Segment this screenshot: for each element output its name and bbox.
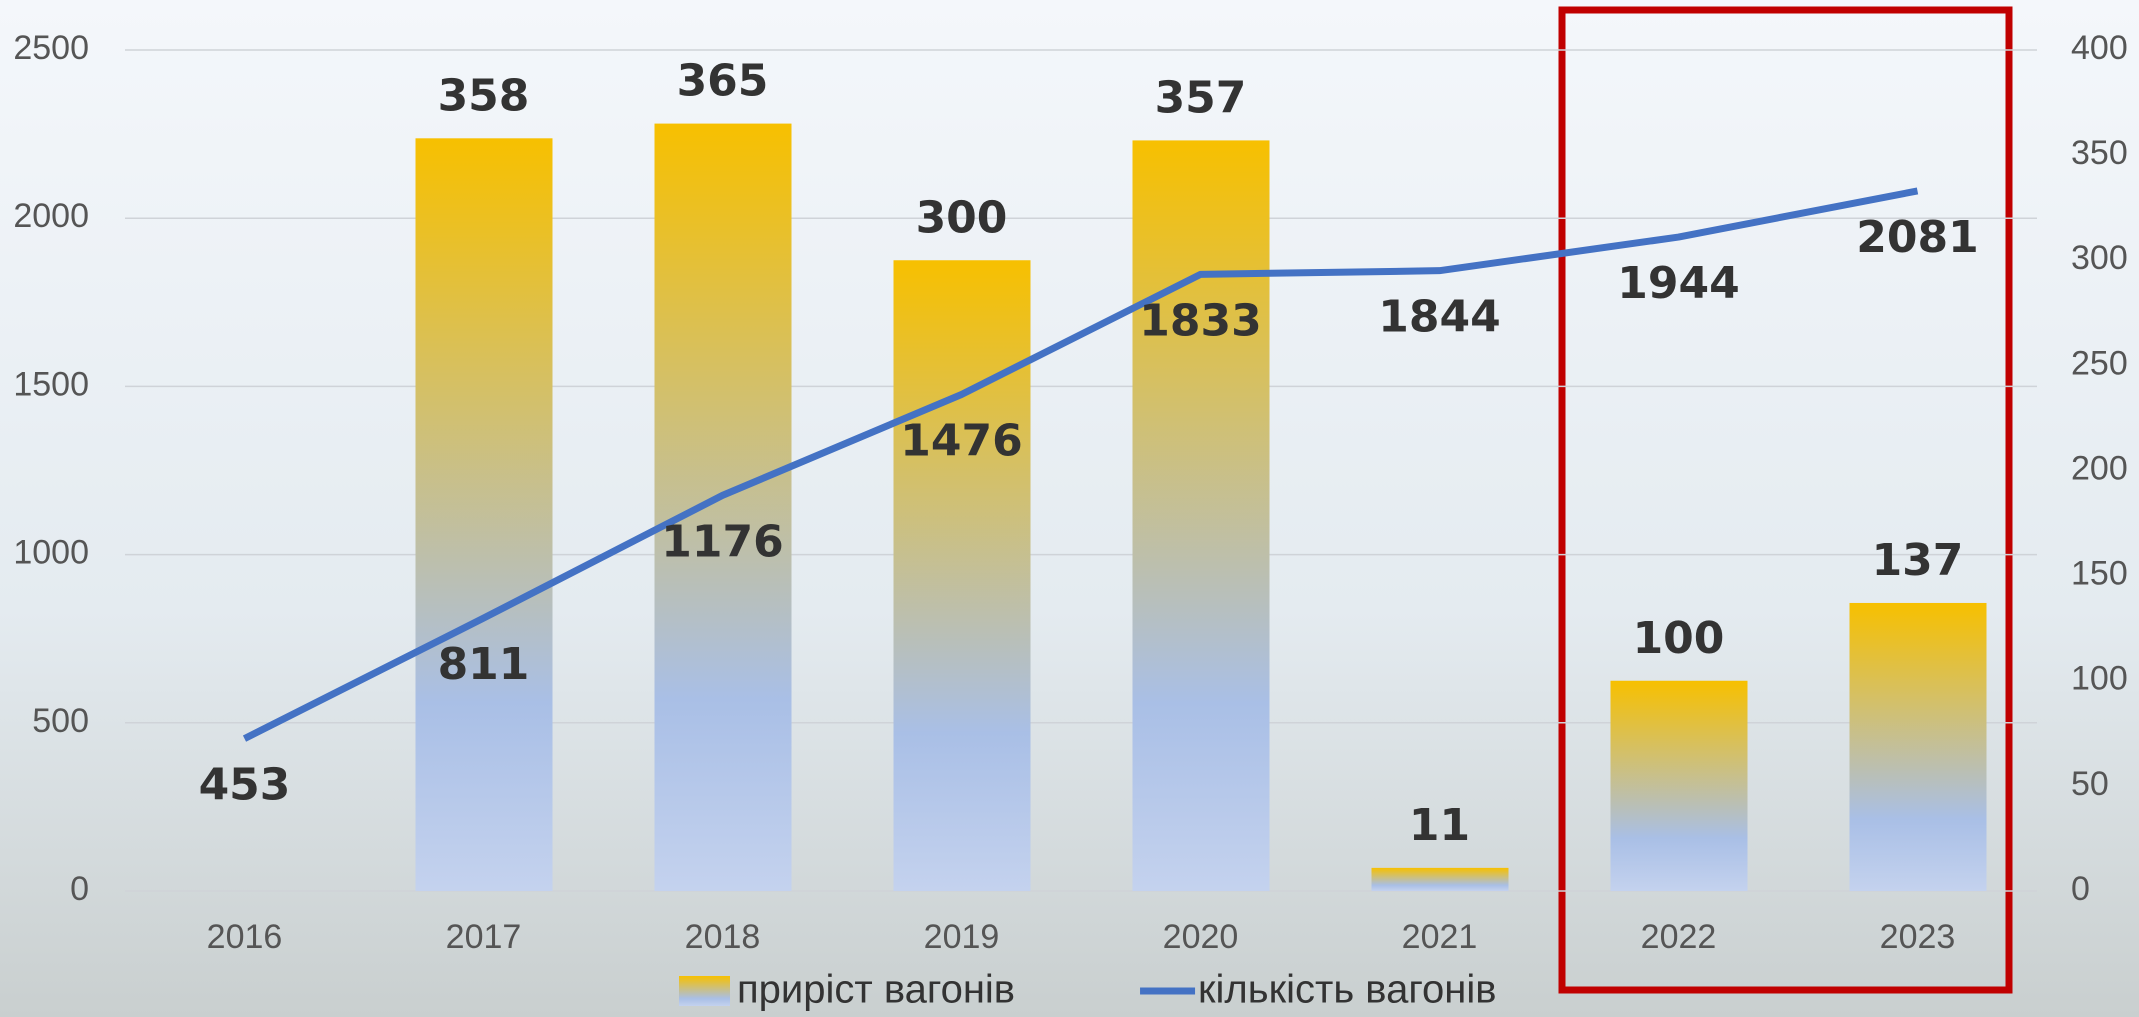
y2-tick-label: 150 <box>2071 555 2128 593</box>
bar <box>1372 868 1509 891</box>
line-value-label: 811 <box>438 639 530 690</box>
y2-tick-label: 350 <box>2071 134 2128 172</box>
y2-tick-label: 300 <box>2071 239 2128 277</box>
x-tick-label: 2021 <box>1402 918 1478 956</box>
bar-value-label: 137 <box>1872 535 1964 586</box>
bar-value-label: 11 <box>1409 800 1470 851</box>
bar-value-label: 365 <box>677 56 769 107</box>
background <box>0 0 2139 1017</box>
x-tick-label: 2022 <box>1641 918 1717 956</box>
x-tick-label: 2023 <box>1880 918 1956 956</box>
y-tick-label: 1000 <box>13 534 89 572</box>
line-value-label: 1176 <box>661 516 783 567</box>
y2-tick-label: 250 <box>2071 344 2128 382</box>
bar <box>416 138 553 891</box>
y-tick-label: 2000 <box>13 197 89 235</box>
line-value-label: 1844 <box>1378 292 1500 343</box>
legend-label: кількість вагонів <box>1198 968 1496 1012</box>
y-tick-label: 1500 <box>13 365 89 403</box>
y2-tick-label: 0 <box>2071 870 2090 908</box>
x-tick-label: 2020 <box>1163 918 1239 956</box>
bar <box>894 260 1031 891</box>
line-value-label: 1833 <box>1139 295 1261 346</box>
legend-swatch <box>679 976 730 1006</box>
bar-value-label: 300 <box>916 192 1008 243</box>
y-tick-label: 2500 <box>13 29 89 67</box>
bar-value-label: 100 <box>1633 613 1725 664</box>
x-tick-label: 2019 <box>924 918 1000 956</box>
bar <box>1133 140 1270 891</box>
line-value-label: 1944 <box>1617 258 1739 309</box>
x-tick-label: 2018 <box>685 918 761 956</box>
bar-value-label: 357 <box>1155 72 1247 123</box>
y2-tick-label: 400 <box>2071 29 2128 67</box>
bar <box>1850 603 1987 891</box>
bar <box>1611 681 1748 891</box>
x-tick-label: 2017 <box>446 918 522 956</box>
y2-tick-label: 200 <box>2071 449 2128 487</box>
y-tick-label: 500 <box>32 702 89 740</box>
bar <box>655 124 792 891</box>
y2-tick-label: 100 <box>2071 660 2128 698</box>
x-tick-label: 2016 <box>207 918 283 956</box>
chart: 0 500 1000 1500 2000 2500 0 50 100 150 200 250 300 35… <box>0 0 2139 1017</box>
y2-tick-label: 50 <box>2071 765 2109 803</box>
legend-label: приріст вагонів <box>737 968 1015 1012</box>
line-value-label: 1476 <box>900 415 1022 466</box>
y-tick-label: 0 <box>70 870 89 908</box>
line-value-label: 2081 <box>1856 212 1978 263</box>
line-value-label: 453 <box>199 760 291 811</box>
bar-value-label: 358 <box>438 70 530 121</box>
